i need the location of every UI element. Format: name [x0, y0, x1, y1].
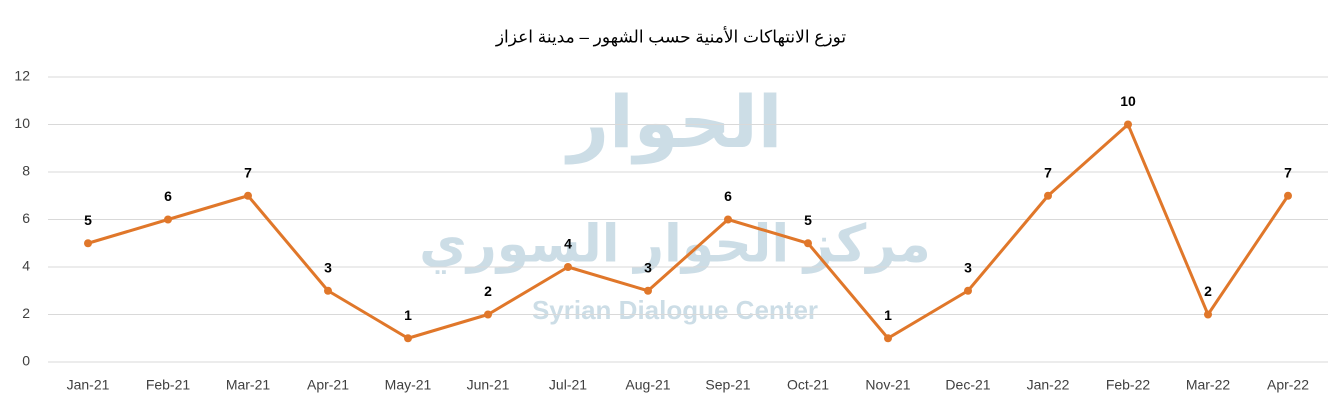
data-label: 2: [484, 283, 492, 299]
data-label: 7: [244, 164, 252, 180]
data-point: [564, 263, 572, 271]
x-tick-label: Apr-22: [1267, 377, 1309, 393]
y-tick-label: 0: [22, 353, 30, 369]
data-label: 2: [1204, 283, 1212, 299]
data-label: 3: [964, 259, 972, 275]
data-point: [84, 239, 92, 248]
data-point: [724, 215, 732, 224]
x-tick-label: Apr-21: [307, 377, 349, 393]
x-tick-label: Feb-21: [146, 377, 191, 393]
x-tick-label: Oct-21: [787, 377, 829, 393]
data-point: [1204, 310, 1212, 319]
data-point: [964, 286, 972, 295]
x-tick-label: Mar-21: [226, 377, 271, 393]
data-label: 7: [1284, 164, 1292, 180]
x-tick-label: May-21: [385, 377, 432, 393]
data-label: 5: [84, 212, 92, 228]
data-point: [884, 334, 892, 343]
data-label: 7: [1044, 164, 1052, 180]
data-label: 3: [644, 259, 652, 275]
data-point: [804, 239, 812, 248]
y-tick-label: 4: [22, 258, 30, 274]
data-point: [324, 286, 332, 295]
y-tick-label: 6: [22, 210, 30, 226]
chart-title: توزع الانتهاكات الأمنية حسب الشهور – مدي…: [495, 26, 847, 47]
series-line: [87, 123, 1290, 340]
x-tick-label: Sep-21: [705, 377, 750, 393]
data-point: [1124, 120, 1132, 129]
data-point: [1284, 191, 1292, 200]
data-point: [1044, 191, 1052, 200]
x-tick-label: Feb-22: [1106, 377, 1151, 393]
x-tick-label: Dec-21: [945, 377, 990, 393]
x-tick-label: Mar-22: [1186, 377, 1231, 393]
data-label: 6: [724, 188, 732, 204]
x-tick-label: Jun-21: [467, 377, 510, 393]
x-tick-label: Aug-21: [625, 377, 670, 393]
data-label: 6: [164, 188, 172, 204]
x-tick-label: Jan-22: [1027, 377, 1070, 393]
data-point: [244, 191, 252, 200]
y-tick-label: 2: [22, 305, 30, 321]
x-tick-label: Jan-21: [67, 377, 110, 393]
x-tick-label: Jul-21: [549, 377, 587, 393]
data-label: 5: [804, 212, 812, 228]
data-label: 1: [404, 307, 412, 323]
data-point: [484, 310, 492, 319]
data-point: [164, 215, 172, 224]
x-tick-label: Nov-21: [865, 377, 910, 393]
y-tick-label: 8: [22, 163, 30, 179]
data-point: [404, 334, 412, 343]
watermark-english: Syrian Dialogue Center: [532, 295, 818, 325]
data-label: 10: [1120, 93, 1136, 109]
y-tick-label: 10: [14, 115, 30, 131]
y-tick-label: 12: [14, 68, 30, 84]
data-label: 1: [884, 307, 892, 323]
data-point: [644, 286, 652, 295]
data-label: 4: [564, 236, 572, 252]
data-label: 3: [324, 259, 332, 275]
